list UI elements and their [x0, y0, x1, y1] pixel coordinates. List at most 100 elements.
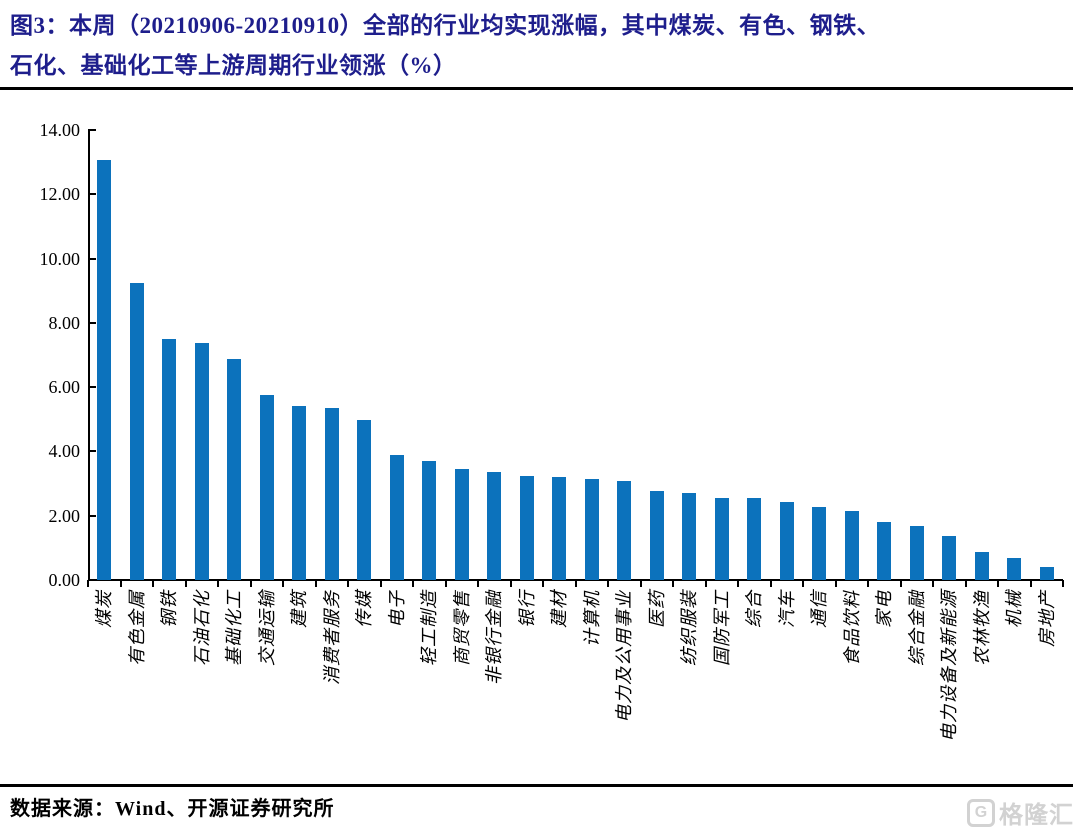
- data-source-note: 数据来源：Wind、开源证券研究所: [10, 798, 335, 820]
- bar-15: [552, 476, 567, 580]
- y-axis-tick: [88, 579, 96, 581]
- x-axis-label: 电力设备及新能源: [939, 590, 960, 742]
- y-axis-tick: [88, 450, 96, 453]
- x-axis-tick: [899, 580, 902, 587]
- bar-5: [227, 358, 242, 580]
- x-axis-label: 基础化工: [224, 590, 245, 666]
- y-axis-tick: [88, 129, 96, 131]
- y-axis-tick: [88, 514, 96, 517]
- gelonghui-watermark-text: 格隆汇: [999, 802, 1074, 829]
- bar-20: [714, 497, 729, 580]
- bar-18: [649, 491, 664, 580]
- bar-14: [519, 475, 534, 580]
- bar-6: [259, 394, 274, 580]
- x-axis-tick: [997, 580, 999, 587]
- y-axis-tick-label: 14.00: [39, 120, 81, 140]
- bar-11: [422, 460, 437, 580]
- title-divider-line: [0, 87, 1073, 90]
- x-axis-label: 汽车: [776, 590, 797, 628]
- y-axis-tick: [88, 257, 96, 260]
- x-axis-tick: [704, 580, 707, 587]
- bar-1: [97, 159, 112, 580]
- bar-25: [877, 521, 892, 580]
- bar-chart: 0.00 2.00 4.00 6.00 8.00 10.00 12.00 14.00 煤炭 有色金…: [39, 120, 1064, 742]
- bar-3: [162, 338, 177, 580]
- x-axis-tick: [412, 580, 414, 587]
- bar-23: [812, 506, 827, 580]
- bar-30: [1039, 566, 1054, 580]
- x-axis-label: 食品饮料: [841, 590, 862, 666]
- bar-8: [324, 407, 339, 580]
- x-axis-label: 商贸零售: [451, 590, 472, 666]
- x-axis-tick: [282, 580, 284, 587]
- y-axis-tick-label: 12.00: [39, 184, 81, 205]
- x-axis-label: 轻工制造: [419, 590, 440, 666]
- bar-9: [357, 420, 372, 580]
- y-axis-tick: [88, 386, 96, 389]
- x-axis-tick: [217, 580, 219, 587]
- bar-27: [942, 535, 957, 580]
- x-axis-label: 医药: [646, 590, 667, 628]
- bar-28: [974, 552, 989, 580]
- x-axis-label: 煤炭: [94, 590, 115, 628]
- y-axis-tick-label: 4.00: [48, 441, 81, 462]
- x-axis-tick: [509, 580, 512, 587]
- x-axis-label: 消费者服务: [321, 590, 342, 685]
- x-axis-label: 房地产: [1036, 590, 1057, 647]
- x-axis-label: 机械: [1004, 590, 1025, 628]
- x-axis-label: 银行: [516, 590, 537, 628]
- x-axis-tick: [672, 580, 674, 587]
- bar-21: [747, 498, 762, 580]
- x-axis-label: 电力及公用事业: [614, 590, 635, 723]
- x-axis-tick: [607, 580, 609, 587]
- bar-13: [487, 472, 502, 580]
- x-axis-tick: [867, 580, 869, 587]
- y-axis-tick-label: 0.00: [48, 570, 81, 590]
- x-axis-label: 家电: [874, 590, 895, 628]
- bar-24: [844, 510, 859, 580]
- x-axis-label: 建筑: [289, 590, 310, 628]
- x-axis-tick: [379, 580, 382, 587]
- x-axis-label: 建材: [549, 590, 570, 628]
- bar-26: [909, 526, 924, 580]
- x-axis-label: 通信: [809, 590, 830, 628]
- x-axis-label: 石油石化: [191, 590, 212, 666]
- x-axis-label: 农林牧渔: [971, 590, 992, 666]
- x-axis-label: 非银行金融: [484, 590, 505, 685]
- y-axis-tick-label: 10.00: [39, 248, 81, 269]
- bar-7: [292, 405, 307, 580]
- y-axis-tick: [88, 321, 96, 324]
- x-axis-label: 综合金融: [906, 590, 927, 666]
- x-axis-tick: [964, 580, 967, 587]
- y-axis-tick-label: 6.00: [48, 377, 81, 398]
- bar-19: [682, 493, 697, 580]
- x-axis-label: 传媒: [354, 590, 375, 628]
- x-axis-label: 交通运输: [256, 590, 277, 666]
- bar-10: [389, 454, 404, 580]
- x-axis-tick: [119, 580, 122, 587]
- bar-22: [779, 502, 794, 580]
- x-axis-tick: [737, 580, 739, 587]
- bar-2: [129, 282, 144, 580]
- gelonghui-logo-icon: G: [967, 798, 995, 827]
- x-axis-tick: [152, 580, 154, 587]
- x-axis-tick: [184, 580, 187, 587]
- bar-29: [1007, 558, 1022, 580]
- x-axis-tick: [769, 580, 772, 587]
- x-axis-tick: [249, 580, 252, 587]
- gelonghui-watermark: G 格隆汇: [967, 795, 1074, 830]
- x-axis-tick: [932, 580, 934, 587]
- y-axis-tick: [88, 193, 96, 196]
- figure-title-line-2: 石化、基础化工等上游周期行业领涨（%）: [10, 53, 457, 78]
- bar-17: [617, 481, 632, 580]
- x-axis-label: 有色金属: [126, 590, 147, 666]
- bar-4: [194, 343, 209, 580]
- y-axis-tick-label: 2.00: [48, 505, 81, 526]
- footer-divider-line: [0, 784, 1073, 787]
- bar-16: [584, 478, 599, 580]
- x-axis-label: 电子: [386, 590, 407, 628]
- y-axis-line: [88, 130, 90, 580]
- x-axis-tick: [542, 580, 544, 587]
- x-axis-label: 计算机: [581, 590, 602, 647]
- x-axis-tick: [802, 580, 804, 587]
